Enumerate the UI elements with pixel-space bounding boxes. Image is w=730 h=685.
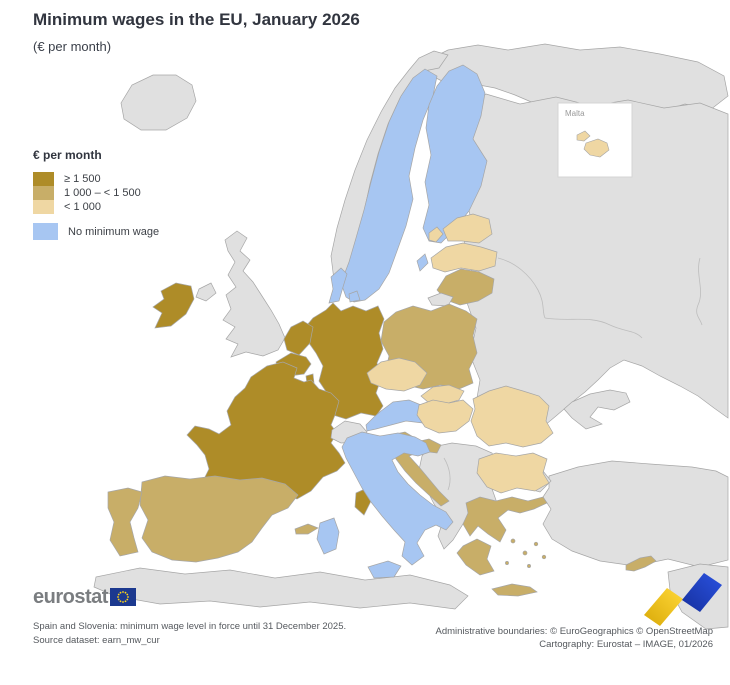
country-romania	[470, 385, 554, 448]
island-gotland	[416, 253, 429, 272]
region-north-africa	[93, 567, 469, 610]
country-netherlands	[283, 320, 314, 356]
country-italy	[341, 431, 454, 566]
aegean-island	[510, 538, 516, 544]
aegean-island	[505, 561, 509, 565]
eu-countries	[107, 64, 657, 597]
legend-item-no-minimum-wage: No minimum wage	[33, 223, 159, 240]
country-finland	[422, 64, 488, 244]
country-spain	[139, 475, 299, 563]
eurostat-logo: eurostat	[33, 587, 136, 607]
yellow-ribbon	[644, 588, 683, 626]
country-denmark	[328, 267, 348, 304]
country-hungary	[416, 399, 474, 434]
island-gozo	[576, 130, 591, 142]
legend: € per month ≥ 1 500 1 000 – < 1 500 < 1 …	[33, 148, 159, 240]
island-sicily	[367, 560, 402, 579]
legend-item-1000-1500: 1 000 – < 1 500	[33, 186, 159, 200]
country-greece-peloponnese	[456, 538, 495, 576]
island-balearics	[294, 523, 319, 535]
country-sweden	[340, 68, 438, 303]
country-estonia	[442, 213, 493, 244]
decor-ribbons	[644, 573, 722, 626]
blue-ribbon	[682, 573, 722, 612]
country-bulgaria	[476, 452, 550, 494]
legend-swatch-ge-1500	[33, 172, 54, 186]
non-eu-internal-borders	[443, 257, 703, 491]
country-france	[186, 361, 346, 500]
aegean-island	[522, 550, 528, 556]
legend-swatch-1000-1500	[33, 186, 54, 200]
island-sardinia	[316, 517, 340, 555]
non-eu-landmass	[93, 43, 729, 630]
footnote-line2: Source dataset: earn_mw_cur	[33, 634, 160, 646]
legend-item-ge-1500: ≥ 1 500	[33, 172, 159, 186]
region-turkey	[542, 460, 729, 568]
aegean-island	[541, 554, 547, 560]
credits: Administrative boundaries: © EuroGeograp…	[436, 625, 714, 651]
country-czechia	[366, 357, 428, 392]
country-lithuania	[436, 268, 495, 306]
eurostat-wordmark: eurostat	[33, 586, 108, 608]
region-kaliningrad	[427, 292, 454, 307]
country-latvia	[430, 242, 498, 273]
island-zealand	[348, 290, 361, 303]
credit-line2: Cartography: Eurostat – IMAGE, 01/2026	[539, 639, 713, 650]
page-subtitle: (€ per month)	[33, 39, 112, 54]
country-cyprus	[625, 555, 657, 572]
country-ireland	[152, 282, 195, 329]
region-crimea	[563, 389, 631, 430]
region-northern-ireland	[195, 282, 217, 302]
island-malta	[583, 138, 610, 158]
eu-flag-icon	[109, 588, 136, 606]
aegean-island	[527, 564, 531, 568]
country-croatia	[385, 438, 450, 507]
malta-inset-label: Malta	[565, 109, 585, 118]
legend-label-ge-1500: ≥ 1 500	[64, 173, 101, 185]
legend-swatch-lt-1000	[33, 200, 54, 214]
legend-label-1000-1500: 1 000 – < 1 500	[64, 187, 141, 199]
footnote-line1: Spain and Slovenia: minimum wage level i…	[33, 621, 347, 632]
footnotes: Spain and Slovenia: minimum wage level i…	[33, 620, 346, 647]
island-crete	[491, 583, 538, 597]
header: Minimum wages in the EU, January 2026 (€…	[33, 10, 360, 54]
country-portugal	[107, 487, 143, 557]
region-united-kingdom	[222, 230, 286, 358]
legend-label-lt-1000: < 1 000	[64, 201, 102, 213]
region-iceland	[120, 74, 197, 131]
island-saaremaa	[428, 226, 444, 243]
credit-line1: Administrative boundaries: © EuroGeograp…	[435, 626, 714, 637]
malta-inset: Malta	[557, 102, 633, 178]
legend-item-lt-1000: < 1 000	[33, 200, 159, 214]
page-title: Minimum wages in the EU, January 2026	[33, 10, 360, 29]
legend-swatch-no-minimum-wage	[33, 223, 58, 240]
country-greece-mainland	[462, 496, 548, 543]
aegean-island	[533, 541, 539, 547]
legend-title: € per month	[33, 148, 102, 162]
legend-label-no-minimum-wage: No minimum wage	[68, 225, 160, 238]
